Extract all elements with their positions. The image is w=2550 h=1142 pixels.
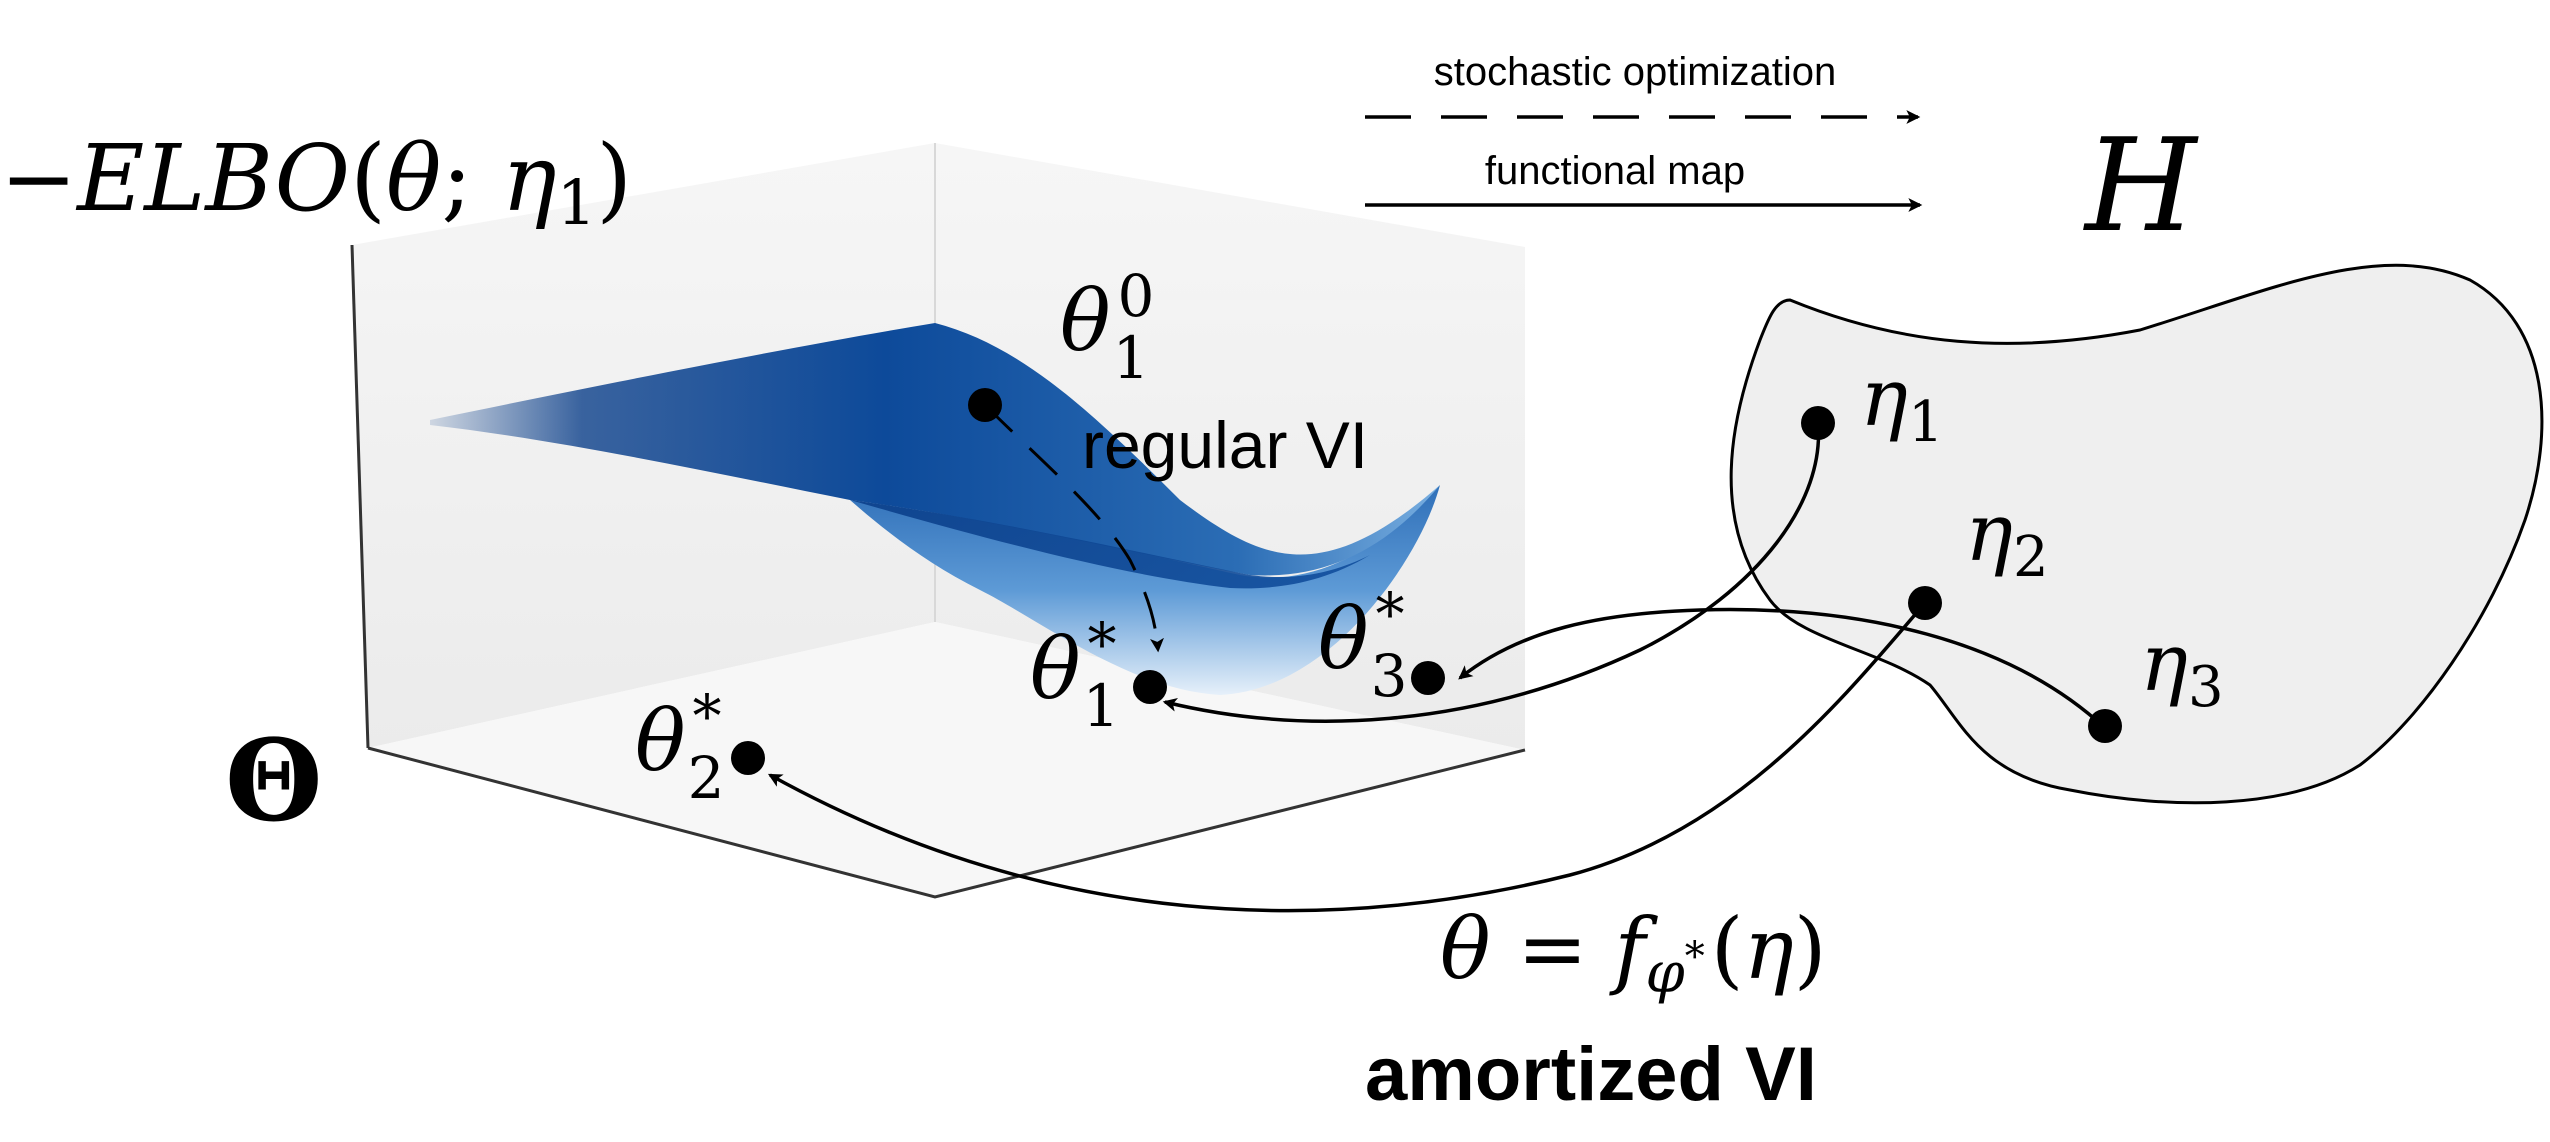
- regular-vi-path: [983, 403, 1164, 653]
- map-eta2-to-theta2: [767, 601, 1927, 913]
- hypothesis-space-blob: [1729, 263, 2544, 805]
- theta3-star-label: θ3*: [1318, 580, 1407, 710]
- map-eta1-to-theta1: [1162, 422, 1821, 723]
- functional-map-equation: θ = fφ*(η): [1440, 900, 1827, 1006]
- eta1-label: η1: [1860, 351, 1944, 455]
- H-label: H: [2083, 112, 2199, 261]
- point-eta1: [1801, 406, 1835, 440]
- Theta-label: Θ: [225, 716, 323, 847]
- point-theta2-star: [731, 741, 765, 775]
- legend: stochastic optimization functional map: [1365, 50, 1923, 212]
- neg-elbo-label: −ELBO(θ; η1): [0, 125, 632, 239]
- eta2-label: η2: [1965, 486, 2049, 590]
- amortized-vi-label: amortized VI: [1365, 1032, 1817, 1117]
- theta1-0-label: θ10: [1060, 262, 1154, 392]
- map-eta3-to-theta3: [1458, 607, 2107, 730]
- theta1-star-label: θ1*: [1030, 610, 1119, 740]
- elbo-surface: [430, 323, 1440, 695]
- box-left-edge: [350, 244, 370, 749]
- eta3-label: η3: [2140, 616, 2224, 720]
- theta2-star-label: θ2*: [635, 682, 724, 812]
- surface-back: [430, 323, 1440, 576]
- point-theta1-star: [1133, 670, 1167, 704]
- point-theta1-0: [968, 388, 1002, 422]
- point-theta3-star: [1411, 661, 1445, 695]
- box-floor-edge: [367, 746, 1526, 899]
- regular-vi-label: regular VI: [1082, 408, 1368, 482]
- point-eta3: [2088, 709, 2122, 743]
- surface-fold: [850, 500, 1370, 589]
- legend-dashed-label: stochastic optimization: [1434, 50, 1836, 94]
- point-eta2: [1908, 586, 1942, 620]
- legend-solid-label: functional map: [1485, 149, 1745, 193]
